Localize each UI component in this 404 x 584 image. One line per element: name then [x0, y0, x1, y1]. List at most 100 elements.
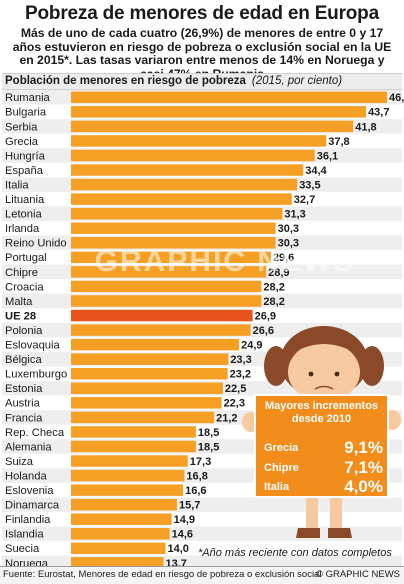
- value-label: 34,4: [305, 165, 327, 177]
- value-label: 37,8: [328, 136, 349, 148]
- bar: [71, 367, 228, 380]
- value-label: 22,3: [224, 398, 245, 410]
- value-label: 24,9: [241, 340, 262, 352]
- section-header: Población de menores en riesgo de pobrez…: [2, 73, 402, 90]
- category-label: Letonia: [5, 209, 42, 221]
- bar: [71, 91, 387, 104]
- bar: [71, 469, 185, 482]
- increase-row: Chipre 7,1%: [264, 458, 383, 478]
- category-label: Francia: [5, 412, 43, 424]
- category-label: Estonia: [5, 383, 43, 395]
- increase-country: Grecia: [264, 442, 299, 454]
- bar: [71, 542, 166, 555]
- value-label: 28,9: [268, 267, 289, 279]
- category-label: Alemania: [5, 441, 52, 453]
- category-label: Eslovenia: [5, 485, 54, 497]
- page-title: Pobreza de menores de edad en Europa: [25, 3, 379, 24]
- girl-fringe: [288, 336, 360, 356]
- bar: [71, 324, 251, 336]
- footer: Fuente: Eurostat, Menores de edad en rie…: [0, 566, 404, 584]
- category-label: Rumania: [5, 92, 51, 104]
- bar: [71, 426, 196, 438]
- bar: [71, 178, 298, 191]
- value-label: 14,0: [168, 543, 189, 555]
- bar: [71, 164, 304, 176]
- value-label: 46,8: [389, 92, 404, 104]
- category-label: Grecia: [5, 136, 39, 148]
- girl-eye-right: [334, 371, 340, 377]
- category-label: Portugal: [5, 252, 47, 264]
- value-label: 30,3: [278, 223, 299, 235]
- category-label: Chipre: [5, 267, 38, 279]
- category-label: Suiza: [5, 456, 34, 468]
- category-label: Suecia: [5, 543, 40, 555]
- source-text: Fuente: Eurostat, Menores de edad en rie…: [3, 569, 322, 580]
- category-label: Croacia: [5, 281, 44, 293]
- row-band: [2, 555, 402, 566]
- girl-leg-right: [330, 497, 342, 532]
- category-label: Polonia: [5, 325, 43, 337]
- category-label: Noruega: [5, 558, 49, 566]
- category-label: UE 28: [5, 310, 36, 322]
- value-label: 31,3: [284, 209, 305, 221]
- girl-leg-left: [306, 497, 318, 532]
- value-label: 14,9: [174, 514, 195, 526]
- value-label: 32,7: [294, 194, 315, 206]
- value-label: 15,7: [179, 500, 200, 512]
- value-label: 16,6: [185, 485, 206, 497]
- girl-pigtail-right: [360, 346, 384, 386]
- bar: [71, 309, 253, 322]
- category-label: Italia: [5, 179, 29, 191]
- value-label: 41,8: [355, 121, 376, 133]
- category-label: Eslovaquia: [5, 340, 61, 352]
- bar: [71, 266, 267, 278]
- value-label: 26,9: [255, 310, 276, 322]
- bar: [71, 528, 170, 540]
- category-label: Bulgaria: [5, 107, 47, 119]
- bar: [71, 484, 184, 496]
- bar: [71, 295, 262, 307]
- bar: [71, 149, 315, 162]
- value-label: 16,8: [186, 470, 207, 482]
- girl-shoe-left: [296, 528, 320, 538]
- bar: [71, 251, 271, 264]
- category-label: Holanda: [5, 470, 47, 482]
- bar: [71, 338, 240, 351]
- girl-mouth: [314, 385, 334, 390]
- girl-eye-left: [308, 371, 314, 377]
- value-label: 21,2: [216, 412, 237, 424]
- increase-value: 4,0%: [344, 477, 383, 496]
- bar: [71, 557, 164, 566]
- girl-shoe-right: [328, 528, 352, 538]
- value-label: 14,6: [172, 529, 193, 541]
- increase-panel-title: Mayores incrementos desde 2010: [264, 400, 379, 425]
- category-label: Serbia: [5, 121, 38, 133]
- category-label: Luxemburgo: [5, 369, 67, 381]
- bar: [71, 222, 276, 234]
- bar: [71, 120, 354, 133]
- section-label: Población de menores en riesgo de pobrez…: [5, 75, 246, 87]
- bar: [71, 411, 215, 424]
- bar: [71, 353, 229, 365]
- category-label: Malta: [5, 296, 33, 308]
- category-label: España: [5, 165, 44, 177]
- bar: [71, 397, 222, 409]
- increase-panel: Mayores incrementos desde 2010 Grecia 9,…: [254, 394, 389, 498]
- value-label: 33,5: [299, 179, 320, 191]
- category-label: Rep. Checa: [5, 427, 65, 439]
- bar: [71, 440, 196, 453]
- category-label: Irlanda: [5, 223, 40, 235]
- value-label: 29,6: [273, 252, 294, 264]
- bar: [71, 513, 172, 525]
- value-label: 18,5: [198, 427, 219, 439]
- girl-pigtail-left: [264, 346, 288, 386]
- increase-country: Italia: [264, 481, 290, 493]
- category-label: Dinamarca: [5, 500, 60, 512]
- increase-value: 9,1%: [344, 438, 383, 457]
- increase-row: Italia 4,0%: [264, 477, 383, 497]
- category-label: Reino Unido: [5, 238, 67, 250]
- value-label: 23,2: [230, 369, 251, 381]
- value-label: 23,3: [230, 354, 251, 366]
- bar: [71, 237, 276, 249]
- increase-country: Chipre: [264, 462, 299, 474]
